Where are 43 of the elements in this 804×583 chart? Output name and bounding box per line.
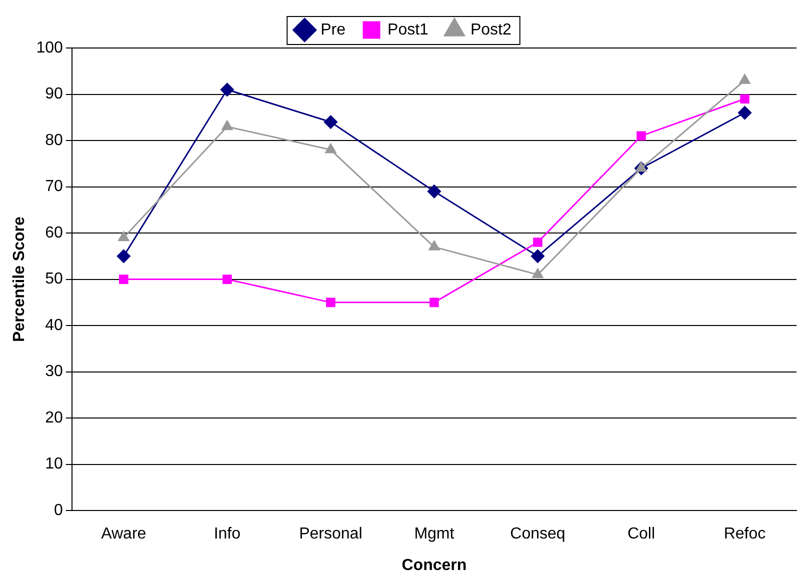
point (220, 82, 234, 96)
point (222, 274, 232, 284)
point (430, 298, 439, 308)
point (636, 162, 647, 172)
point (222, 120, 233, 130)
y-tick-label: 0 (54, 502, 63, 520)
y-tick-label: 60 (45, 224, 63, 242)
y-axis-title: Percentile Score (11, 216, 28, 342)
legend-label: Pre (320, 21, 346, 38)
y-tick-label: 50 (45, 270, 63, 288)
y-tick-label: 10 (45, 456, 63, 473)
point (119, 274, 128, 284)
point (739, 74, 750, 84)
point (738, 106, 752, 120)
point (428, 240, 440, 250)
point (118, 231, 130, 242)
x-axis-title: Concern (402, 556, 467, 574)
y-tick-label: 80 (45, 132, 63, 149)
point (532, 268, 544, 278)
legend-label: Post1 (388, 21, 429, 38)
point (116, 249, 130, 263)
point (636, 131, 646, 141)
point (427, 184, 441, 198)
x-tick-label: Personal (299, 526, 362, 543)
y-tick-label: 40 (45, 316, 63, 334)
point (530, 249, 544, 263)
x-tick-label: Info (214, 526, 241, 543)
x-tick-label: Refoc (724, 526, 766, 543)
y-tick-label: 100 (36, 39, 63, 56)
legend-label: Post2 (470, 21, 512, 38)
x-tick-label: Aware (101, 526, 146, 543)
x-tick-label: Conseq (510, 526, 566, 543)
x-tick-label: Mgmt (414, 526, 455, 543)
y-tick-label: 30 (45, 363, 63, 380)
point (325, 144, 336, 154)
point (324, 115, 338, 129)
y-tick-label: 20 (45, 409, 63, 426)
point (740, 94, 750, 104)
point (326, 298, 336, 308)
y-tick-label: 70 (45, 178, 63, 196)
y-tick-label: 90 (45, 86, 63, 103)
point (533, 238, 542, 247)
x-tick-label: Coll (627, 526, 656, 543)
